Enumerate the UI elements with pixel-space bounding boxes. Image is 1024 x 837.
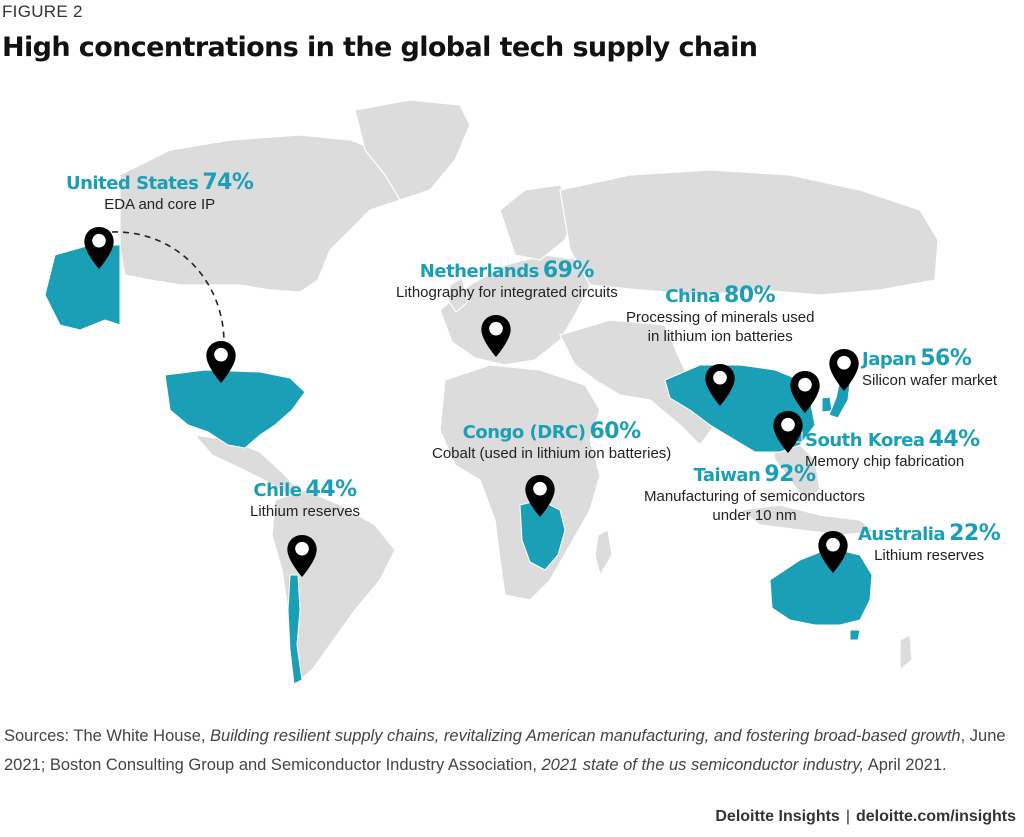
chile-shape (287, 574, 303, 685)
annotation-desc: Silicon wafer market (862, 372, 998, 389)
share-value: 69% (542, 258, 595, 283)
sources-title-1: Building resilient supply chains, revita… (210, 727, 961, 745)
country-name: Japan (862, 349, 917, 370)
footer-url-link[interactable]: deloitte.com/insights (855, 808, 1016, 825)
annotation-australia: Australia 22% Lithium reserves (858, 521, 1001, 565)
annotation-chile: Chile 44% Lithium reserves (250, 477, 360, 521)
connector-dashed (111, 231, 225, 346)
country-name: China (665, 286, 720, 307)
annotation-united-states: United States 74% EDA and core IP (66, 170, 254, 214)
share-value: 74% (202, 170, 254, 195)
annotation-netherlands: Netherlands 69% Lithography for integrate… (396, 258, 618, 302)
map-pin-icon (829, 349, 859, 391)
figure-label: FIGURE 2 (2, 2, 83, 21)
country-name: Chile (253, 480, 302, 501)
share-value: 60% (589, 419, 642, 444)
annotation-congo: Congo (DRC) 60% Cobalt (used in lithium i… (432, 419, 671, 463)
country-name: Netherlands (419, 261, 540, 282)
south-korea-shape (821, 396, 833, 413)
alaska-shape (44, 244, 121, 331)
annotation-china: China 80% Processing of minerals used in … (626, 283, 814, 346)
tasmania-shape (849, 629, 861, 641)
sources-prefix: Sources: The White House, (4, 727, 211, 745)
country-name: Australia (858, 524, 946, 545)
sources-title-2: 2021 state of the us semiconductor indus… (541, 756, 865, 774)
footer: Deloitte Insights | deloitte.com/insights (715, 808, 1016, 826)
annotation-desc: Lithium reserves (250, 503, 361, 520)
share-value: 56% (920, 346, 972, 371)
usa-shape (164, 369, 306, 449)
world-map (44, 99, 939, 685)
annotation-desc: under 10 nm (712, 507, 797, 524)
annotation-desc: Manufacturing of semiconductors (644, 488, 865, 505)
sources-note: Sources: The White House, Building resil… (4, 722, 1014, 780)
annotation-taiwan: Taiwan 92% Manufacturing of semiconductor… (644, 462, 865, 525)
annotation-desc: Lithium reserves (874, 547, 985, 564)
country-name: Congo (DRC) (462, 422, 586, 443)
australia-shape (769, 547, 873, 626)
share-value: 80% (723, 283, 776, 308)
country-name: United States (66, 173, 199, 194)
country-name: South Korea (805, 430, 925, 451)
share-value: 22% (949, 521, 1001, 546)
sources-suffix: April 2021. (864, 756, 947, 774)
share-value: 92% (764, 462, 816, 487)
annotation-japan: Japan 56% Silicon wafer market (862, 346, 997, 390)
annotation-desc: EDA and core IP (104, 196, 216, 213)
country-name: Taiwan (693, 465, 761, 486)
sources-mid: , June 2021; Boston Consulting Group and… (4, 727, 1006, 774)
share-value: 44% (928, 427, 981, 452)
page-title: High concentrations in the global tech s… (2, 32, 758, 63)
footer-separator: | (845, 808, 850, 825)
footer-brand: Deloitte Insights (715, 808, 840, 825)
annotation-desc: in lithium ion batteries (647, 328, 793, 345)
annotation-desc: Memory chip fabrication (805, 453, 965, 470)
annotation-south-korea: South Korea 44% Memory chip fabrication (805, 427, 980, 471)
annotation-desc: Processing of minerals used (626, 309, 815, 326)
annotation-desc: Cobalt (used in lithium ion batteries) (432, 445, 672, 462)
annotation-desc: Lithography for integrated circuits (396, 284, 618, 301)
share-value: 44% (305, 477, 357, 502)
